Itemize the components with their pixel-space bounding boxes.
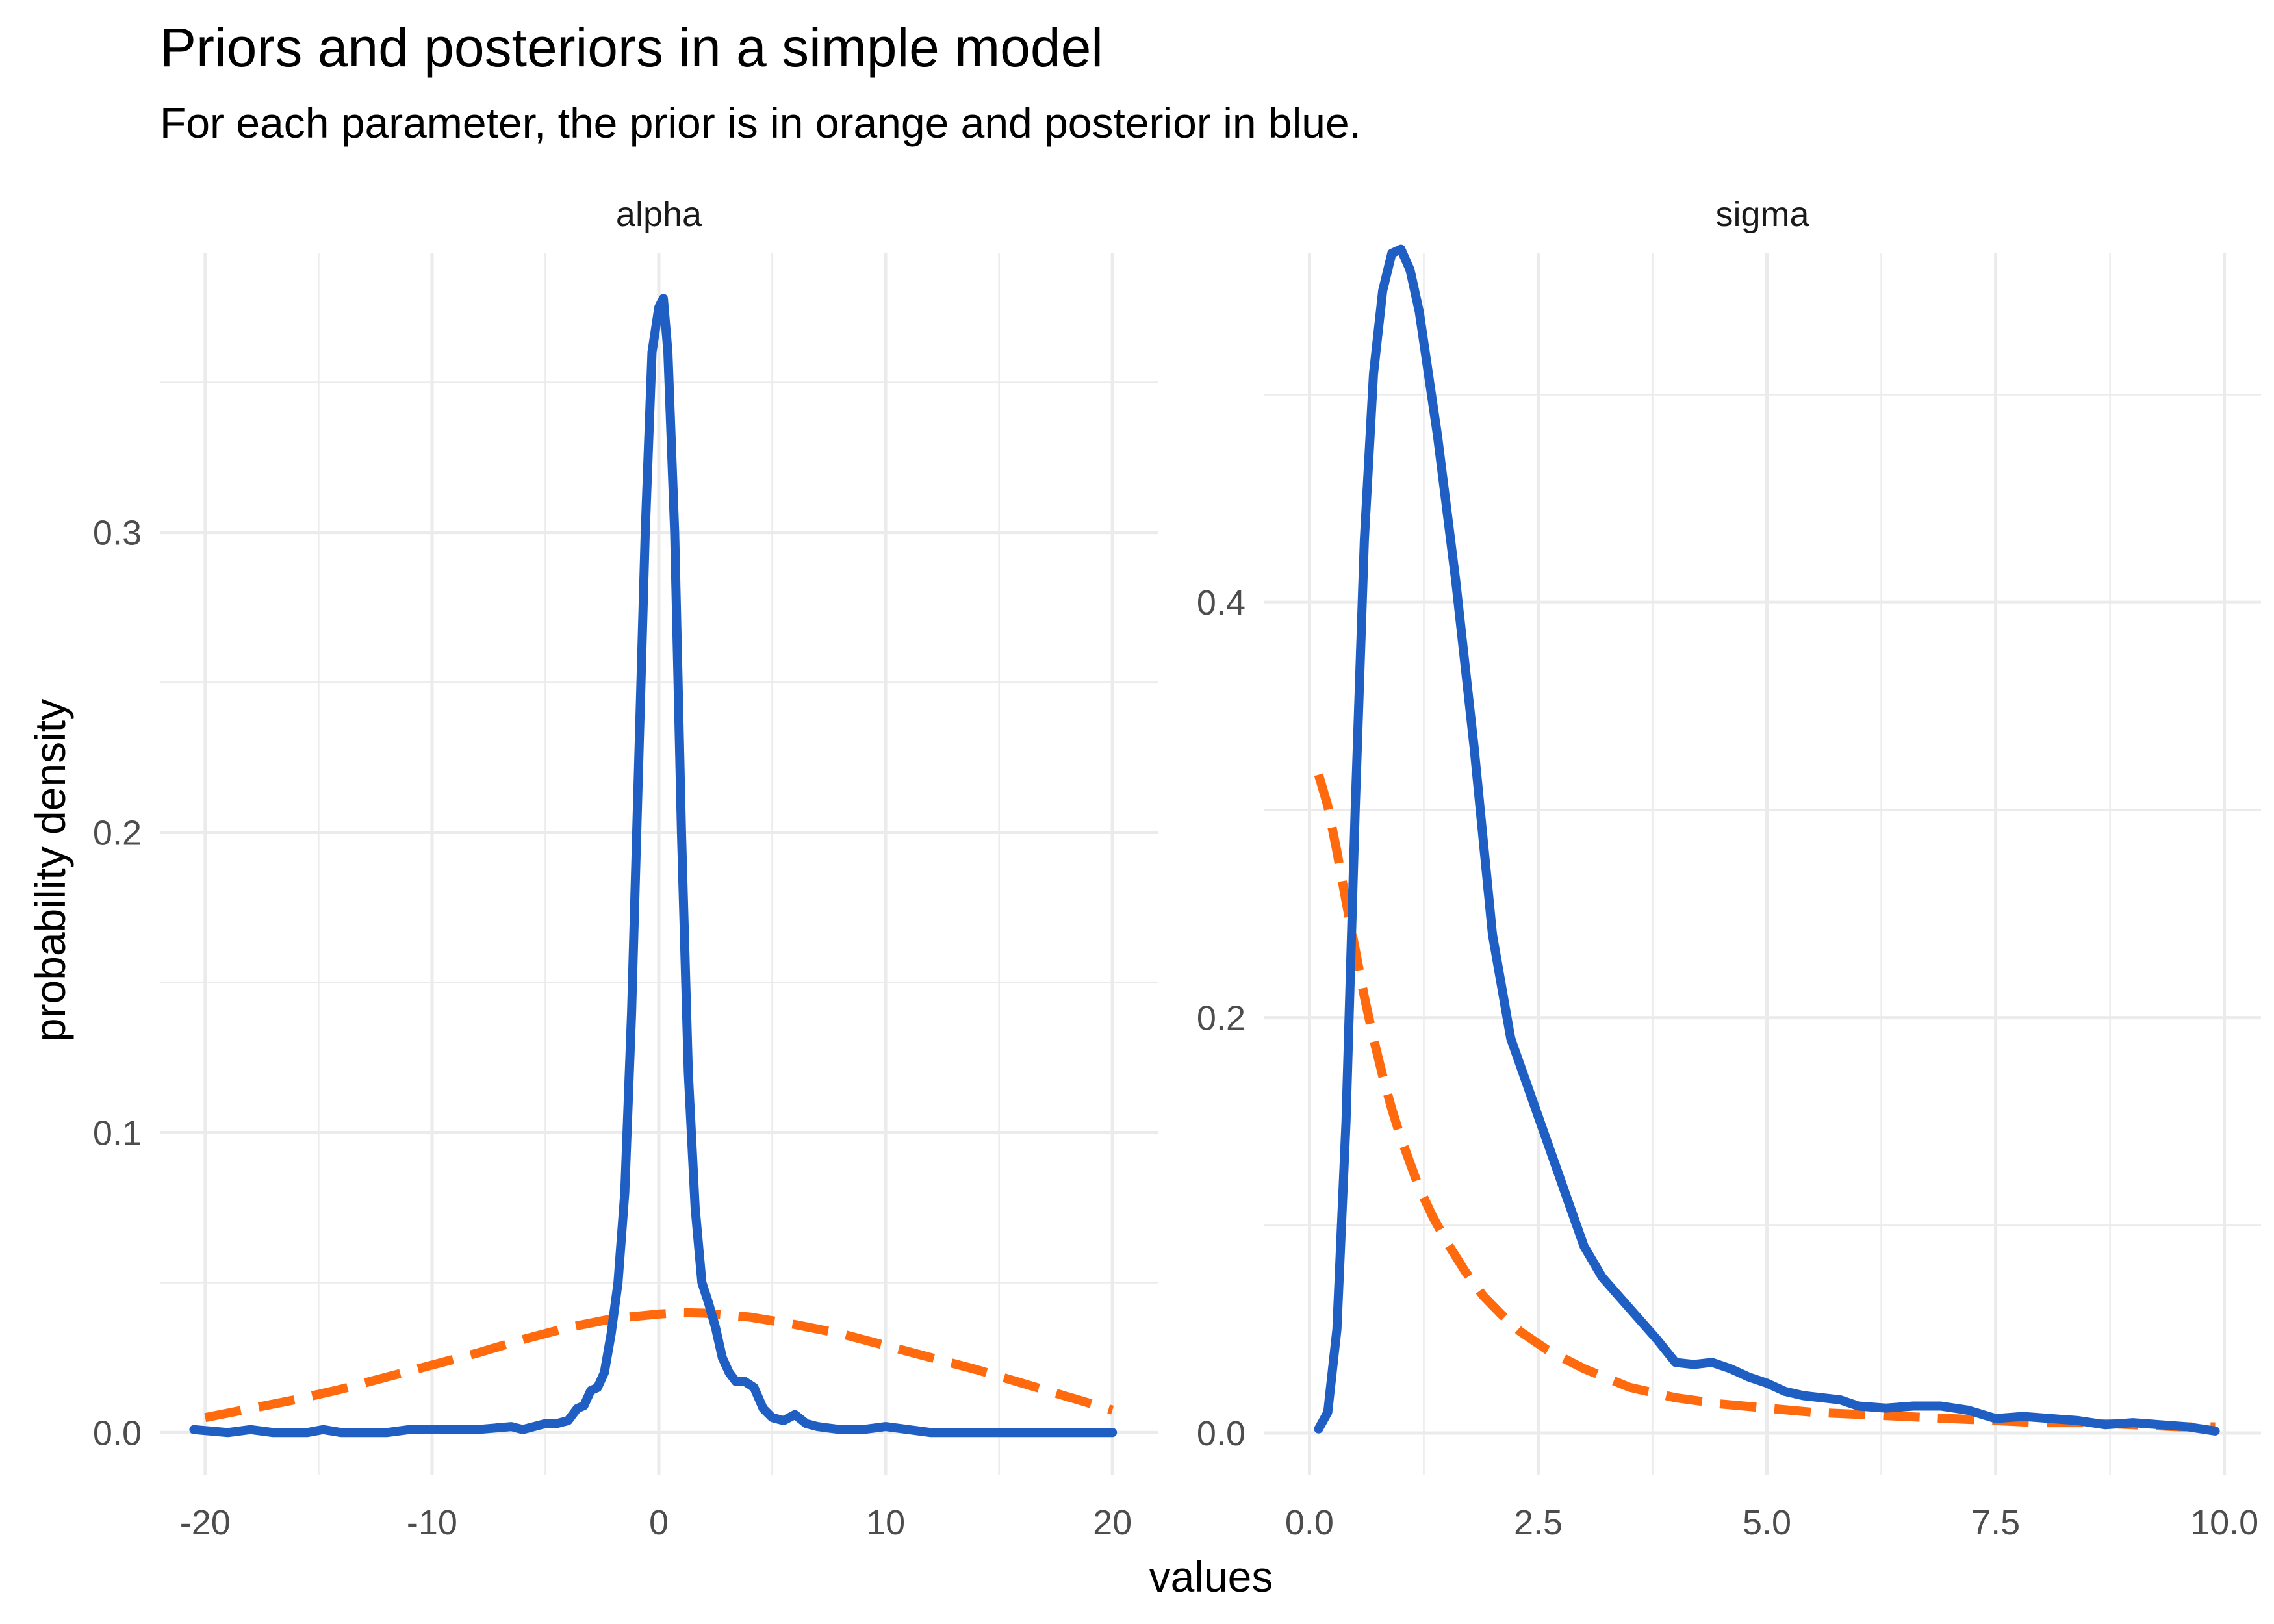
x-tick-label: 0.0 <box>1285 1503 1334 1542</box>
facet-strip-label: alpha <box>616 195 702 234</box>
y-tick-label: 0.4 <box>1197 583 1246 622</box>
x-axis-title: values <box>1149 1553 1273 1601</box>
posterior-density-line <box>189 294 1118 1438</box>
chart-title: Priors and posteriors in a simple model <box>160 17 1103 78</box>
y-tick-label: 0.0 <box>1197 1414 1246 1453</box>
posterior-density-line <box>1314 244 2220 1436</box>
chart-subtitle: For each parameter, the prior is in oran… <box>160 99 1361 147</box>
prior-density-line <box>1314 773 2216 1432</box>
x-tick-label: 5.0 <box>1743 1503 1791 1542</box>
x-tick-label: 2.5 <box>1514 1503 1563 1542</box>
facet-panel-alpha: alpha -20 -10 0 10 20 0.0 0.1 0.2 0.3 <box>93 195 1158 1542</box>
x-tick-label: 10 <box>866 1503 905 1542</box>
y-tick-label: 0.0 <box>93 1414 142 1453</box>
x-tick-label: -10 <box>407 1503 457 1542</box>
x-tick-label: 10.0 <box>2190 1503 2258 1542</box>
facet-panel-sigma: sigma 0.0 2.5 5.0 7.5 10.0 0.0 0.2 0.4 <box>1197 195 2261 1542</box>
x-tick-label: 0 <box>649 1503 669 1542</box>
prior-density-line <box>204 1308 1114 1423</box>
y-axis-title: probability density <box>26 699 74 1042</box>
x-tick-label: -20 <box>180 1503 231 1542</box>
x-tick-label: 7.5 <box>1971 1503 2020 1542</box>
facet-strip-label: sigma <box>1715 195 1809 234</box>
y-tick-label: 0.2 <box>93 813 142 852</box>
y-tick-label: 0.2 <box>1197 999 1246 1038</box>
y-tick-label: 0.1 <box>93 1113 142 1152</box>
x-tick-label: 20 <box>1093 1503 1132 1542</box>
facet-panels: alpha -20 -10 0 10 20 0.0 0.1 0.2 0.3 sigma 0.0 2.5 5… <box>93 195 2261 1542</box>
y-tick-label: 0.3 <box>93 514 142 553</box>
